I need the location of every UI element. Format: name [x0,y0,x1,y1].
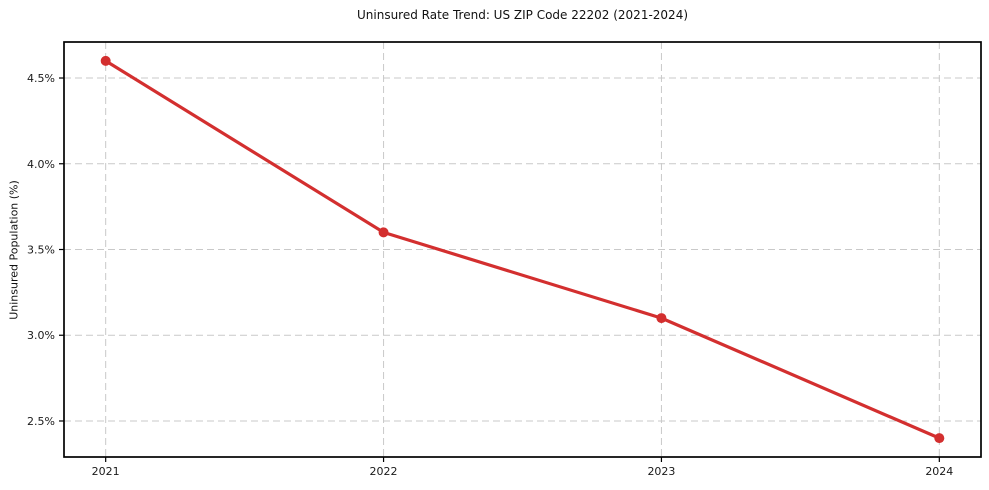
data-point-2021 [100,55,111,66]
x-tick-label: 2023 [647,465,675,478]
data-point-2023 [656,313,667,324]
x-tick-label: 2022 [370,465,398,478]
x-tick-label: 2024 [925,465,953,478]
y-tick-label: 4.0% [27,158,55,171]
data-point-2024 [934,433,945,444]
trend-line [104,59,941,440]
y-tick-label: 2.5% [27,415,55,428]
data-point-2022 [378,227,389,238]
y-tick-label: 4.5% [27,72,55,85]
x-tick-label: 2021 [92,465,120,478]
y-tick-label: 3.0% [27,329,55,342]
chart-title: Uninsured Rate Trend: US ZIP Code 22202 … [356,8,689,22]
y-tick-label: 3.5% [27,244,55,257]
plot-border [63,41,982,458]
